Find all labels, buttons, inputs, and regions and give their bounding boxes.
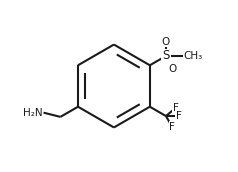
Text: F: F [176, 111, 182, 121]
Text: CH₃: CH₃ [184, 51, 203, 61]
Text: S: S [162, 50, 170, 62]
Text: F: F [169, 122, 175, 132]
Text: O: O [169, 64, 177, 74]
Text: H₂N: H₂N [23, 108, 43, 118]
Text: O: O [162, 37, 170, 47]
Text: F: F [173, 103, 178, 113]
